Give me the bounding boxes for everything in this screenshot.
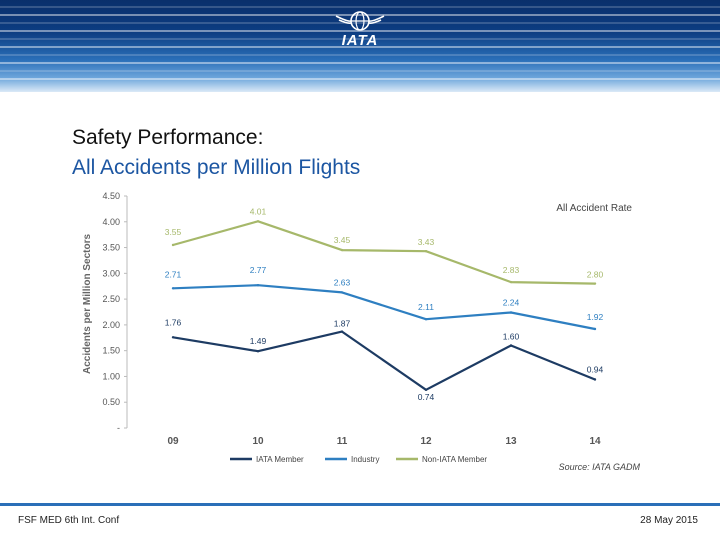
chart-title: All Accident Rate (556, 203, 632, 214)
data-point (171, 336, 175, 339)
x-tick-label: 14 (589, 436, 601, 447)
data-label: 1.76 (165, 317, 182, 327)
slide-title: Safety Performance: (72, 126, 264, 149)
x-tick-label: 11 (337, 436, 348, 447)
y-tick-label: - (117, 423, 120, 433)
footer-conference: FSF MED 6th Int. Conf (18, 515, 120, 526)
x-tick-label: 13 (505, 436, 517, 447)
data-point (424, 318, 428, 321)
plot-area (124, 193, 638, 433)
y-tick-label: 3.50 (102, 243, 120, 253)
data-label: 1.92 (587, 312, 604, 322)
data-point (256, 350, 260, 353)
y-tick-label: 3.00 (102, 268, 120, 278)
data-label: 3.43 (418, 237, 435, 247)
accident-rate-chart: 4.50 4.00 3.50 3.00 2.50 2.00 1.50 1.00 0.50 - 1.… (82, 191, 641, 472)
footer-divider (0, 503, 720, 506)
data-label: 2.77 (250, 265, 267, 275)
data-label: 3.45 (334, 235, 351, 245)
data-point (171, 243, 175, 247)
x-tick-label: 10 (252, 436, 264, 447)
y-axis-label: Accidents per Million Sectors (82, 234, 93, 374)
series-line-industry (172, 284, 596, 331)
series-line-non-iata-member (172, 220, 596, 285)
data-point (256, 220, 260, 223)
data-point (424, 388, 428, 391)
legend-label: Industry (351, 455, 379, 464)
data-label: 2.11 (418, 302, 434, 312)
data-label: 0.74 (418, 392, 435, 402)
data-label: 0.94 (587, 365, 604, 375)
y-tick-label: 1.50 (102, 346, 120, 356)
globe-icon (335, 11, 385, 31)
data-point (509, 280, 513, 284)
legend-label: Non-IATA Member (422, 455, 487, 464)
y-tick-label: 1.00 (102, 371, 120, 381)
iata-logo: IATA (326, 10, 394, 56)
data-point (509, 344, 513, 347)
data-point (171, 287, 175, 290)
data-point (340, 248, 344, 252)
data-label: 1.49 (250, 336, 267, 346)
data-point (340, 291, 344, 294)
data-label: 2.63 (334, 277, 351, 287)
data-label: 1.60 (503, 332, 520, 342)
y-tick-label: 2.00 (102, 320, 120, 330)
y-tick-label: 4.00 (102, 217, 120, 227)
data-label: 2.80 (587, 270, 604, 280)
data-point (340, 330, 344, 333)
legend-label: IATA Member (256, 455, 304, 464)
data-label: 4.01 (250, 206, 267, 216)
y-tick-label: 4.50 (102, 191, 120, 201)
data-point (424, 250, 428, 253)
header-banner: IATA (0, 0, 720, 92)
y-tick-label: 2.50 (102, 294, 120, 304)
y-tick-label: 0.50 (102, 397, 120, 407)
x-tick-label: 09 (167, 436, 179, 447)
data-label: 2.24 (503, 298, 520, 308)
data-label: 1.87 (334, 319, 351, 329)
data-label: 2.71 (165, 269, 182, 279)
data-point (256, 284, 260, 287)
data-point (593, 327, 597, 331)
data-point (593, 378, 597, 381)
slide-subtitle: All Accidents per Million Flights (72, 156, 361, 179)
x-tick-label: 12 (420, 436, 432, 447)
data-point (509, 311, 513, 314)
data-label: 2.83 (503, 265, 520, 275)
data-label: 3.55 (165, 227, 182, 237)
series-line-iata-member (172, 330, 596, 391)
footer-date: 28 May 2015 (640, 515, 698, 526)
source-note: Source: IATA GADM (559, 462, 641, 472)
logo-text: IATA (341, 32, 379, 49)
data-point (593, 282, 597, 285)
